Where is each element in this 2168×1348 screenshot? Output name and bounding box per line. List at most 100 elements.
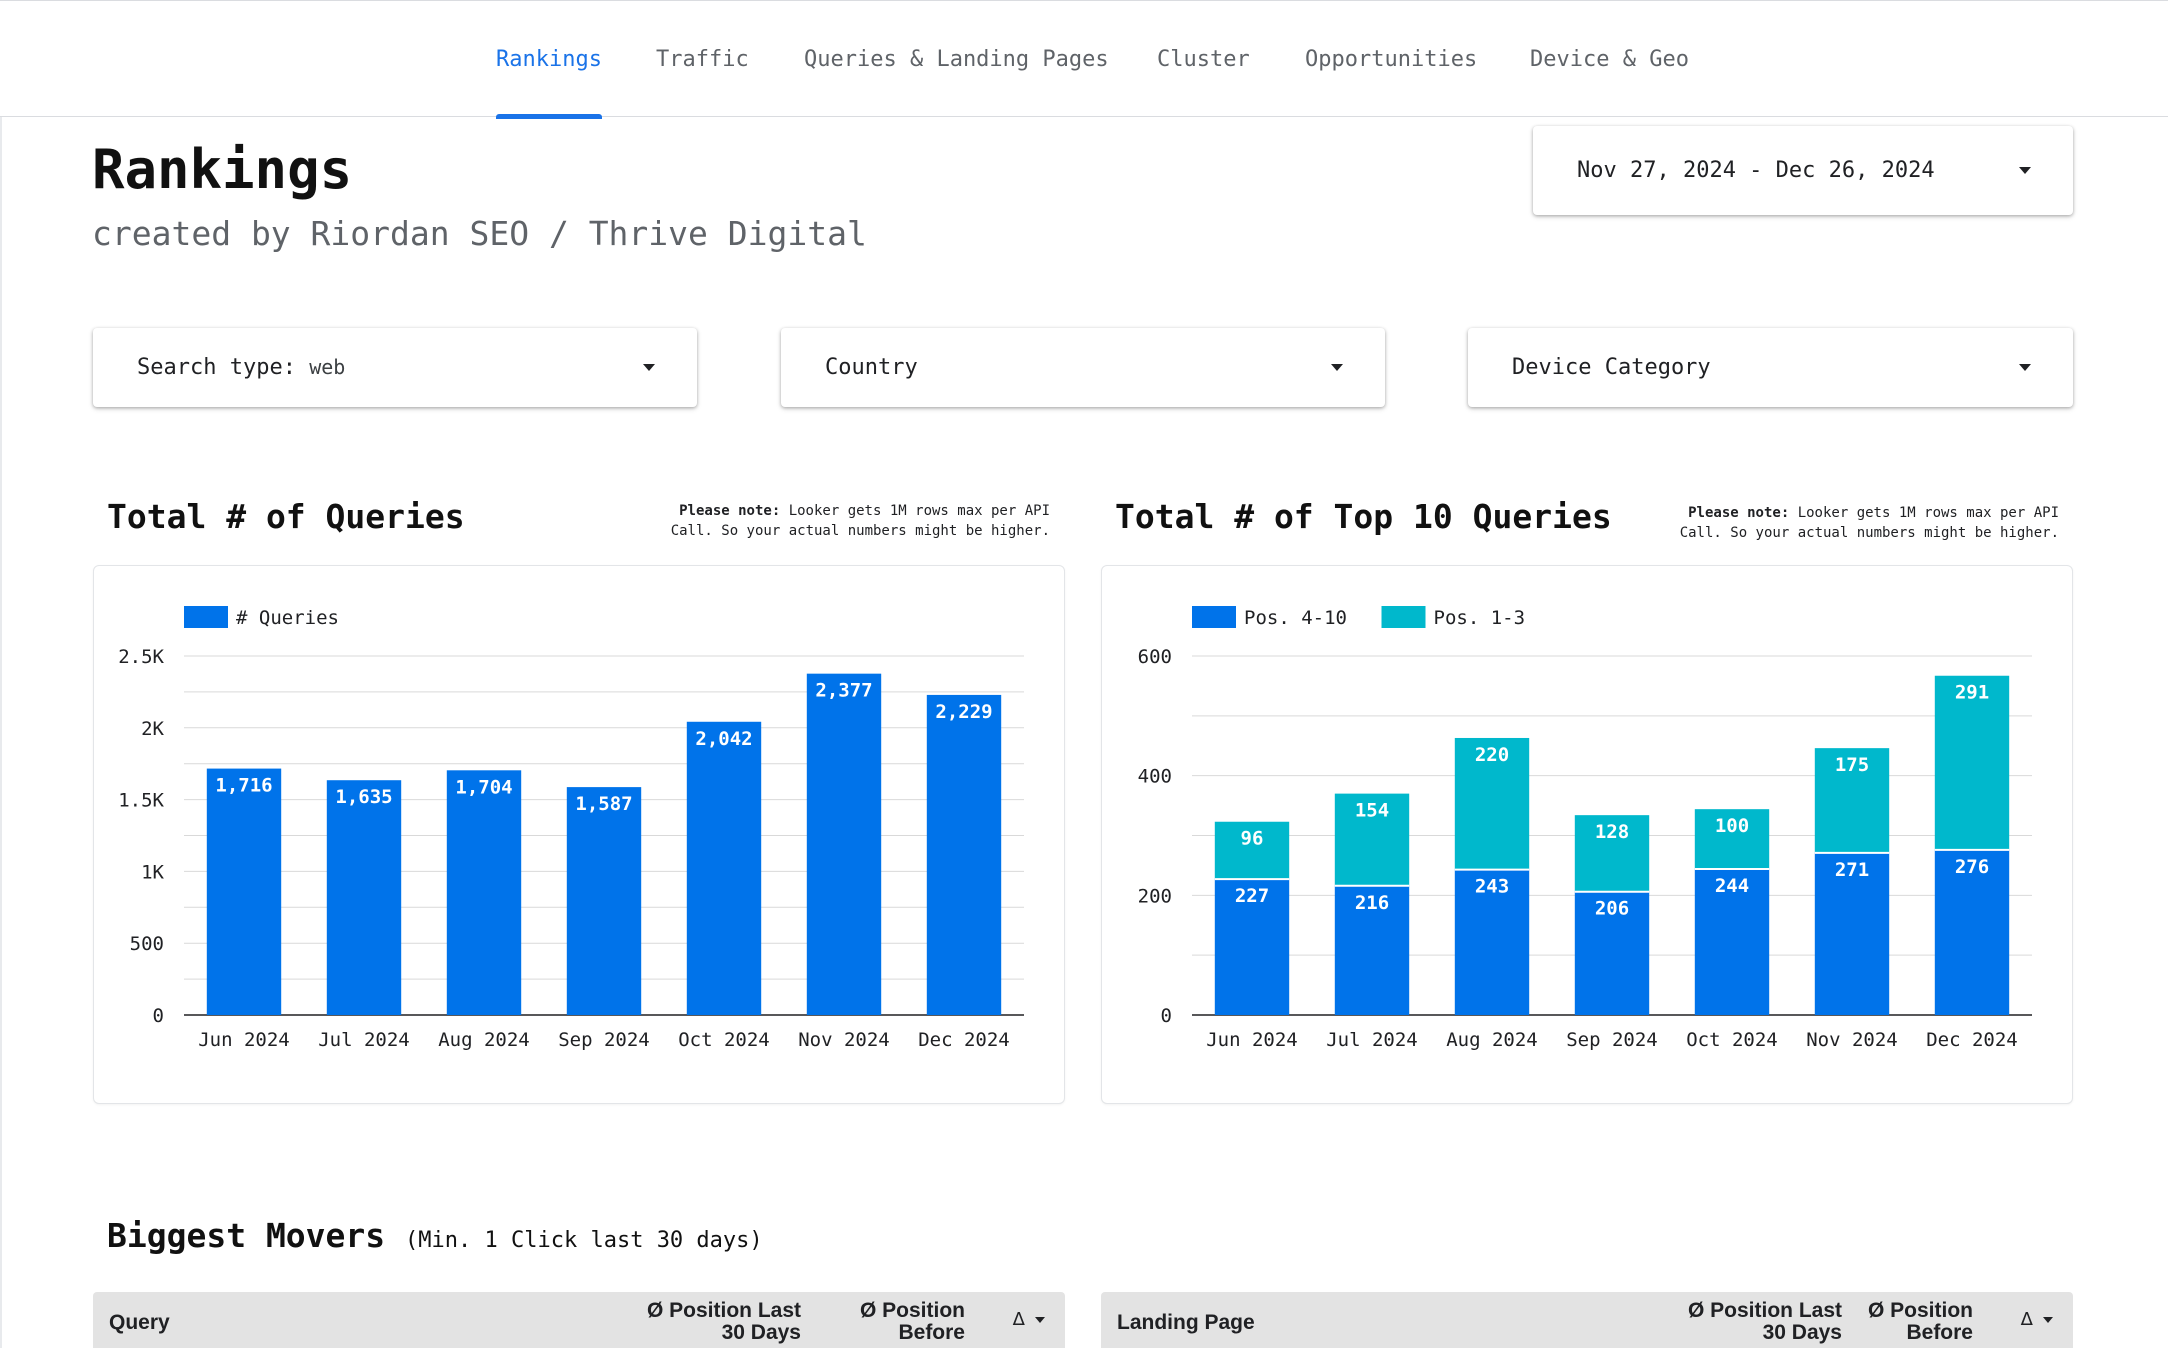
tab-queries-landing-pages[interactable]: Queries & Landing Pages xyxy=(804,47,1109,72)
legend-label: Pos. 1-3 xyxy=(1434,607,1526,629)
movers-title: Biggest Movers (Min. 1 Click last 30 day… xyxy=(107,1216,763,1255)
x-tick-label: Jun 2024 xyxy=(198,1029,290,1051)
bar xyxy=(1334,885,1410,1015)
query-table-header: Query Ø Position Last 30 Days Ø Position… xyxy=(93,1292,1065,1348)
data-label: 216 xyxy=(1355,892,1389,914)
tab-opportunities[interactable]: Opportunities xyxy=(1305,47,1478,72)
data-label: 220 xyxy=(1475,744,1509,766)
bar xyxy=(1934,675,2010,850)
col-header-line: 30 Days xyxy=(721,1321,801,1344)
legend-label: Pos. 4-10 xyxy=(1244,607,1347,629)
col-position-last-30[interactable]: Ø Position Last 30 Days xyxy=(647,1300,801,1344)
delta-symbol: Δ xyxy=(1012,1309,1025,1330)
bar xyxy=(686,721,762,1015)
data-label: 244 xyxy=(1715,875,1749,897)
device-category-label: Device Category xyxy=(1512,355,1711,380)
y-tick-label: 400 xyxy=(1138,766,1172,788)
country-filter[interactable]: Country xyxy=(781,328,1385,407)
legend-label: # Queries xyxy=(236,607,339,629)
tab-cluster[interactable]: Cluster xyxy=(1157,47,1250,72)
bar xyxy=(1334,793,1410,886)
data-label: 100 xyxy=(1715,815,1749,837)
col-position-before[interactable]: Ø Position Before xyxy=(1868,1300,1973,1344)
data-label: 1,635 xyxy=(335,786,392,808)
col-position-last-30[interactable]: Ø Position Last 30 Days xyxy=(1688,1300,1842,1344)
note-line1: Looker gets 1M rows max per API xyxy=(788,503,1050,519)
x-tick-label: Dec 2024 xyxy=(1926,1029,2018,1051)
bar xyxy=(326,780,402,1015)
x-tick-label: Nov 2024 xyxy=(798,1029,890,1051)
data-label: 276 xyxy=(1955,856,1989,878)
bar xyxy=(806,673,882,1015)
legend-swatch xyxy=(184,606,228,628)
bar xyxy=(1814,852,1890,1015)
x-tick-label: Jul 2024 xyxy=(1326,1029,1418,1051)
queries-chart-title: Total # of Queries xyxy=(107,497,465,536)
y-tick-label: 0 xyxy=(1161,1005,1172,1027)
note-bold: Please note: xyxy=(679,503,781,519)
col-position-before[interactable]: Ø Position Before xyxy=(860,1300,965,1344)
top10-chart-note: Please note: Looker gets 1M rows max per… xyxy=(1629,503,2059,543)
col-landing-page[interactable]: Landing Page xyxy=(1117,1311,1255,1334)
col-delta-sort[interactable]: Δ xyxy=(2021,1309,2053,1330)
top10-chart-title: Total # of Top 10 Queries xyxy=(1115,497,1612,536)
country-label: Country xyxy=(825,355,918,380)
data-label: 1,587 xyxy=(575,793,632,815)
search-type-filter[interactable]: Search type: web xyxy=(93,328,697,407)
tab-traffic[interactable]: Traffic xyxy=(656,47,749,72)
data-label: 206 xyxy=(1595,898,1629,920)
data-label: 291 xyxy=(1955,682,1989,704)
top10-chart-card: 0 200 400 600 Pos. 4-10 Pos. 1-3 Jun 2024 227 96… xyxy=(1101,565,2073,1104)
col-header-line: Ø Position Last xyxy=(646,1299,801,1322)
bar xyxy=(1934,849,2010,1015)
y-tick-label: 200 xyxy=(1138,885,1172,907)
bar xyxy=(1214,821,1290,880)
bar xyxy=(446,770,522,1015)
col-header-line: Ø Position xyxy=(1868,1299,1973,1322)
report-page xyxy=(0,117,2168,1348)
data-label: 128 xyxy=(1595,821,1629,843)
data-label: 1,704 xyxy=(455,776,512,798)
y-tick-label: 500 xyxy=(130,933,164,955)
bar xyxy=(1454,869,1530,1015)
legend-swatch xyxy=(1381,606,1426,628)
date-range-picker[interactable]: Nov 27, 2024 - Dec 26, 2024 xyxy=(1533,126,2073,215)
x-tick-label: Jun 2024 xyxy=(1206,1029,1298,1051)
y-tick-label: 1K xyxy=(141,861,164,883)
tab-device-geo[interactable]: Device & Geo xyxy=(1530,47,1689,72)
data-label: 154 xyxy=(1355,800,1389,822)
x-tick-label: Aug 2024 xyxy=(1446,1029,1538,1051)
data-label: 2,042 xyxy=(695,728,752,750)
data-label: 1,716 xyxy=(215,775,272,797)
date-range-value: Nov 27, 2024 - Dec 26, 2024 xyxy=(1577,158,1935,183)
y-tick-label: 600 xyxy=(1138,646,1172,668)
tab-rankings[interactable]: Rankings xyxy=(496,1,602,119)
legend-swatch xyxy=(1192,606,1236,628)
note-line2: Call. So your actual numbers might be hi… xyxy=(1679,525,2059,541)
col-delta-sort[interactable]: Δ xyxy=(1013,1309,1045,1330)
bar xyxy=(1694,809,1770,870)
bar xyxy=(1454,737,1530,870)
device-category-filter[interactable]: Device Category xyxy=(1468,328,2073,407)
data-label: 175 xyxy=(1835,754,1869,776)
queries-chart-note: Please note: Looker gets 1M rows max per… xyxy=(620,501,1050,541)
note-line1: Looker gets 1M rows max per API xyxy=(1797,505,2059,521)
x-tick-label: Aug 2024 xyxy=(438,1029,530,1051)
col-query[interactable]: Query xyxy=(109,1311,170,1334)
x-tick-label: Oct 2024 xyxy=(678,1029,770,1051)
queries-chart-card: 0 500 1K 1.5K 2K 2.5K # Queries Jun 2024 1,716 Ju… xyxy=(93,565,1065,1104)
movers-title-text: Biggest Movers xyxy=(107,1216,386,1255)
bar xyxy=(206,768,282,1015)
data-label: 271 xyxy=(1835,859,1869,881)
data-label: 96 xyxy=(1241,828,1264,850)
x-tick-label: Nov 2024 xyxy=(1806,1029,1898,1051)
bar xyxy=(1214,879,1290,1015)
queries-bar-chart: 0 500 1K 1.5K 2K 2.5K # Queries Jun 2024 1,716 Ju… xyxy=(118,606,1024,1051)
sort-caret-icon xyxy=(2043,1317,2053,1323)
search-type-label: Search type: xyxy=(137,355,296,380)
bar xyxy=(1574,891,1650,1015)
bar xyxy=(1814,748,1890,853)
chevron-down-icon xyxy=(2019,166,2031,174)
col-header-line: Ø Position Last xyxy=(1687,1299,1842,1322)
y-tick-label: 2K xyxy=(141,718,164,740)
